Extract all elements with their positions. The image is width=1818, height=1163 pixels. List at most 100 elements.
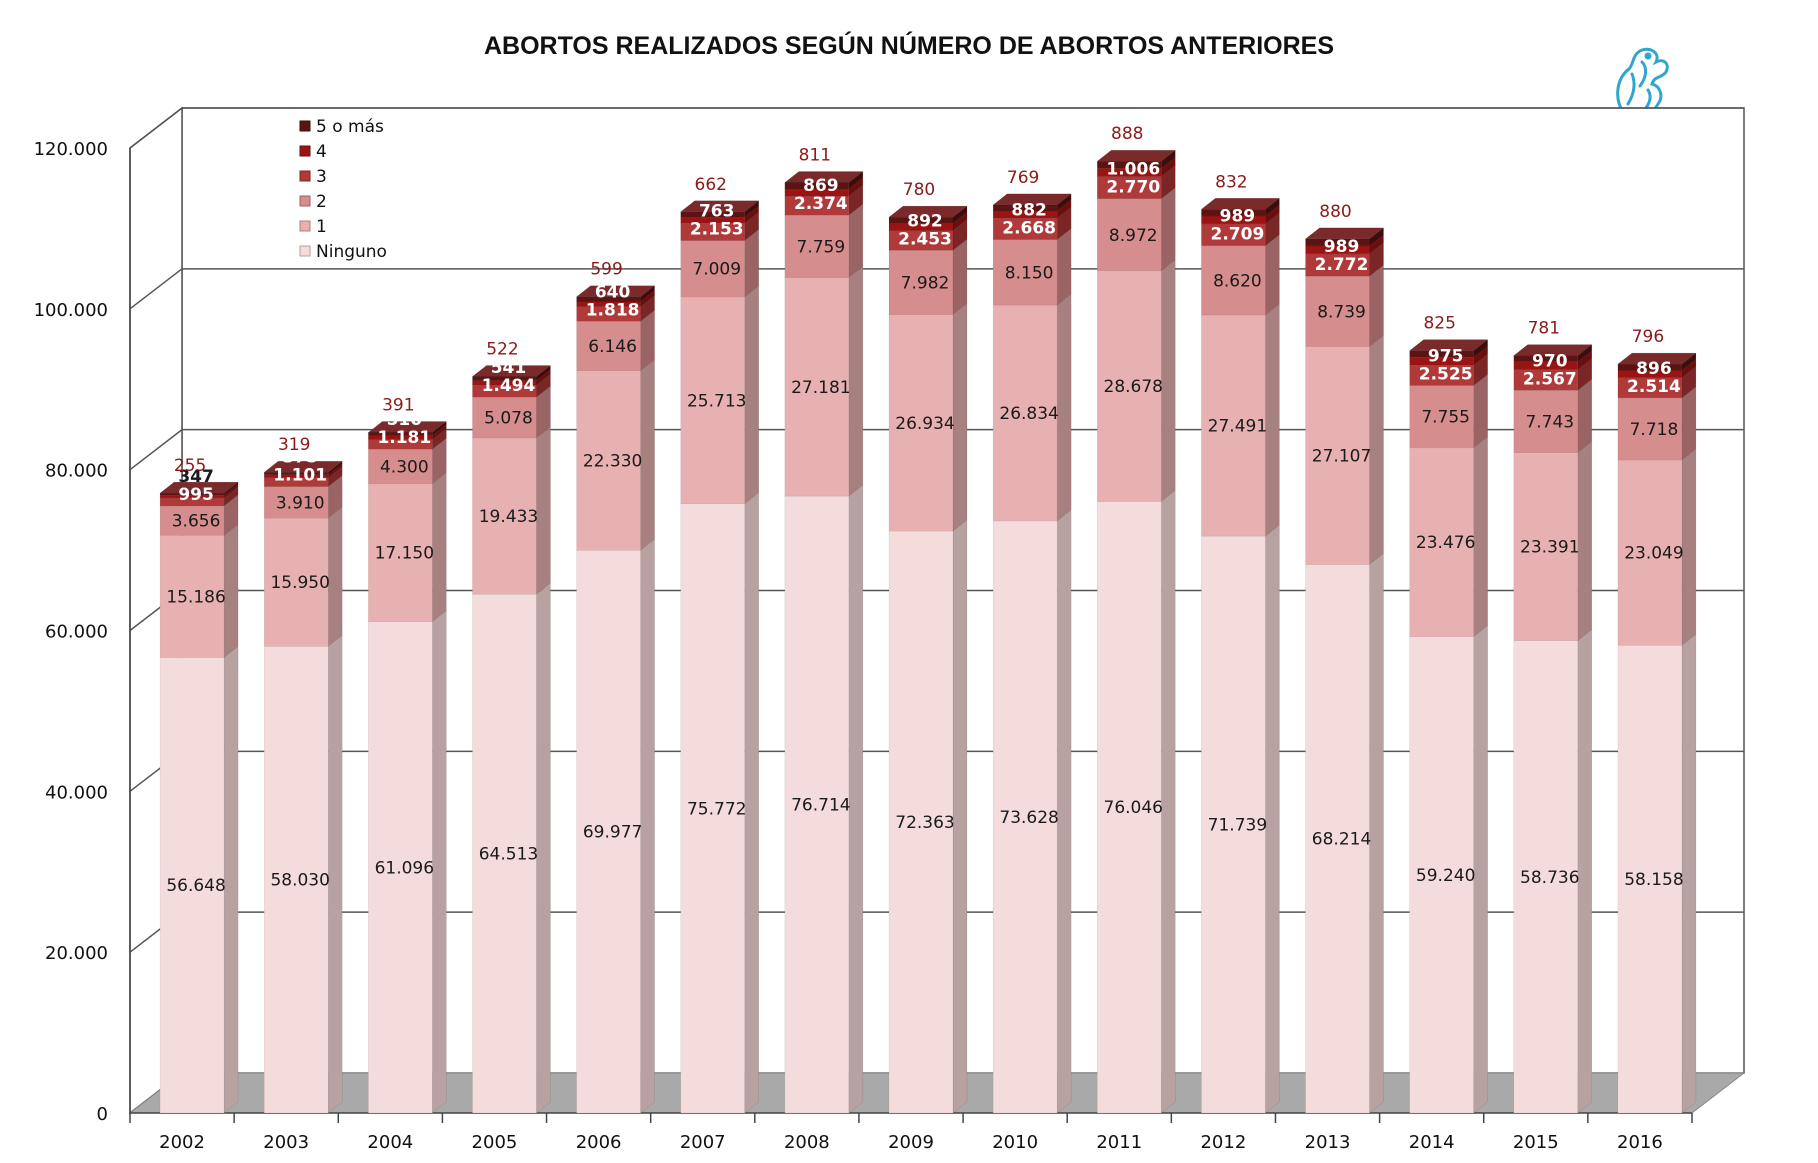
bar-top (784, 171, 864, 183)
data-label: 2.770 (1106, 178, 1160, 198)
data-label: 882 (1011, 201, 1047, 221)
data-label: 640 (595, 282, 631, 302)
data-label: 25.713 (687, 391, 746, 411)
data-label: 2.453 (898, 229, 952, 249)
data-label: 8.972 (1109, 226, 1158, 246)
bar-segment-side (536, 426, 551, 595)
bar-segment (472, 593, 537, 1114)
data-label: 58.158 (1624, 870, 1683, 890)
x-tick-label: 2013 (1305, 1132, 1351, 1153)
data-label: 662 (695, 175, 727, 195)
chart-title: ABORTOS REALIZADOS SEGÚN NÚMERO DE ABORT… (483, 32, 1335, 60)
x-tick-label: 2016 (1617, 1132, 1663, 1153)
legend-label: 1 (316, 217, 327, 237)
bar-segment (1409, 636, 1474, 1114)
data-label: 56.648 (166, 876, 225, 896)
legend-swatch (299, 145, 311, 157)
data-label: 1.494 (482, 376, 536, 396)
bar-segment-side (848, 265, 864, 497)
bar-segment (368, 483, 433, 622)
bar-segment-side (848, 484, 864, 1114)
bar-top (159, 481, 239, 494)
data-label: 68.214 (1312, 830, 1371, 850)
data-label: 69.977 (583, 823, 642, 843)
bar-segment-side (1577, 629, 1593, 1114)
bar-segment-side (640, 359, 655, 551)
bar-segment-side (327, 506, 343, 647)
bar-segment-side (1265, 234, 1280, 316)
data-label: 522 (486, 340, 518, 360)
y-tick-label: 120.000 (34, 139, 108, 160)
bar-segment (1409, 385, 1474, 449)
legend-swatch (299, 220, 311, 232)
legend-swatch (299, 195, 311, 207)
data-label: 15.186 (166, 587, 225, 607)
data-label: 1.181 (377, 428, 431, 448)
data-label: 391 (382, 395, 414, 415)
y-tick-label: 60.000 (45, 622, 108, 643)
bar-segment (1097, 270, 1162, 502)
legend-swatch (299, 245, 311, 257)
x-tick-label: 2010 (992, 1132, 1038, 1153)
gridline (129, 107, 1744, 149)
legend-label: 2 (316, 192, 327, 212)
data-label: 989 (1220, 207, 1256, 227)
bar-segment (1201, 245, 1266, 316)
data-label: 17.150 (375, 544, 434, 564)
data-label: 995 (178, 485, 214, 505)
data-label: 23.049 (1624, 544, 1683, 564)
data-label: 255 (174, 456, 206, 476)
data-label: 59.240 (1416, 866, 1475, 886)
bar-segment-side (1473, 373, 1488, 449)
bar-segment (159, 505, 225, 536)
data-label: 780 (903, 180, 935, 200)
data-label: 76.714 (791, 796, 850, 816)
bar-segment (1305, 253, 1370, 277)
data-label: 1.006 (1106, 160, 1160, 180)
data-label: 7.718 (1630, 420, 1679, 440)
data-label: 23.391 (1520, 538, 1579, 558)
bar-segment (680, 503, 745, 1114)
bar-top (1200, 198, 1281, 210)
bar-segment (784, 495, 850, 1114)
x-tick-label: 2014 (1409, 1132, 1455, 1153)
data-label: 319 (278, 435, 310, 455)
data-label: 4.300 (380, 457, 429, 477)
data-label: 73.628 (999, 808, 1058, 828)
data-label: 76.046 (1104, 798, 1163, 818)
data-label: 64.513 (479, 845, 538, 865)
bar-segment (784, 277, 850, 497)
bar-segment (576, 550, 641, 1114)
x-tick-label: 2006 (576, 1132, 622, 1153)
bar-segment (784, 214, 850, 278)
bar-segment-side (744, 492, 759, 1114)
data-label: 72.363 (895, 813, 954, 833)
bar-segment-side (1473, 436, 1488, 638)
bar-segment-side (1681, 386, 1697, 461)
x-tick-label: 2003 (263, 1132, 309, 1153)
data-label: 2.153 (690, 220, 744, 240)
bar-top (575, 285, 656, 297)
data-label: 763 (699, 202, 735, 222)
bar-segment (992, 239, 1058, 306)
bar-segment-side (432, 472, 447, 623)
data-label: 23.476 (1416, 533, 1475, 553)
bar-segment-side (640, 538, 655, 1114)
data-label: 541 (491, 358, 527, 378)
data-label: 796 (1632, 327, 1664, 347)
x-tick-label: 2011 (1096, 1132, 1142, 1153)
legend-label: 4 (316, 142, 327, 162)
bar-segment (159, 657, 225, 1114)
x-tick-label: 2007 (680, 1132, 726, 1153)
data-label: 7.009 (692, 260, 741, 280)
bar-segment (263, 517, 329, 647)
data-label: 989 (1324, 237, 1360, 257)
data-label: 888 (1111, 124, 1143, 144)
bar-segment (1617, 397, 1683, 461)
data-label: 869 (803, 176, 839, 196)
bar-segment (1513, 452, 1579, 641)
bar-segment-side (1681, 448, 1697, 646)
bar-segment (368, 621, 433, 1114)
data-label: 3.910 (276, 493, 325, 513)
